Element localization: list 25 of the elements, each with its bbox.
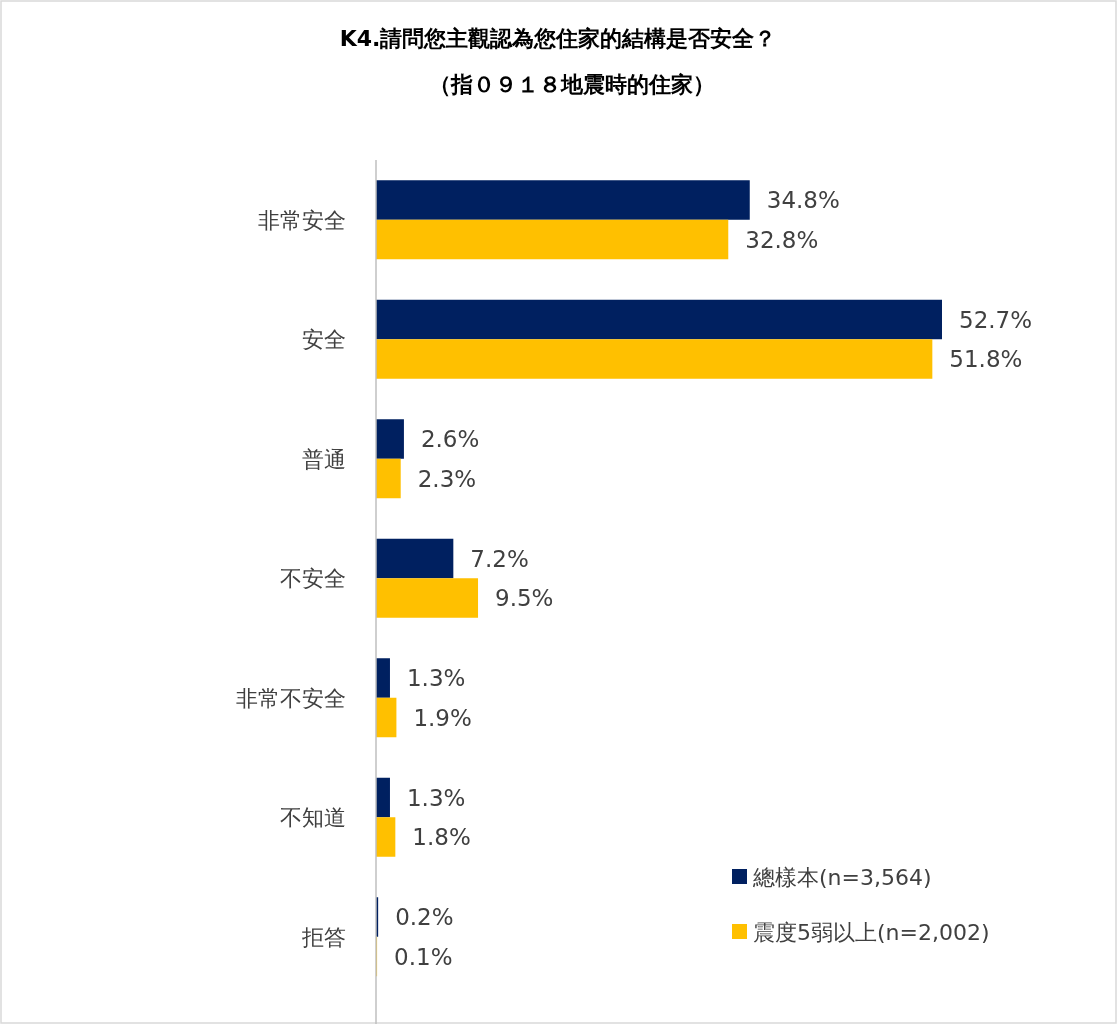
data-label: 1.9%	[413, 704, 472, 731]
data-label: 0.2%	[395, 904, 454, 930]
subtitle: （指０９１８地震時的住家）	[429, 72, 715, 97]
category-label: 非常不安全	[236, 685, 346, 711]
data-label: 9.5%	[495, 585, 554, 611]
data-label: 1.3%	[406, 665, 466, 691]
data-label: 1.3%	[406, 784, 466, 811]
data-label: 2.6%	[420, 426, 480, 452]
category-label: 不知道	[280, 805, 346, 831]
category-label: 不安全	[280, 566, 346, 592]
legend-label: 總樣本(n=3,564)	[752, 865, 932, 890]
category-label: 拒答	[302, 924, 346, 950]
data-label: 32.8%	[745, 226, 819, 253]
data-label: 2.3%	[417, 465, 477, 492]
data-label: 52.7%	[959, 306, 1033, 333]
legend-label: 震度5弱以上(n=2,002)	[753, 920, 990, 945]
category-label: 普通	[302, 446, 346, 472]
category-label: 安全	[302, 327, 346, 353]
data-label: 34.8%	[766, 187, 840, 213]
data-label: 51.8%	[949, 346, 1023, 372]
title: K4.請問您主觀認為您住家的結構是否安全？	[339, 26, 777, 51]
data-label: 7.2%	[470, 545, 529, 572]
data-label: 1.8%	[412, 824, 471, 850]
data-label: 0.1%	[394, 943, 453, 970]
category-label: 非常安全	[258, 207, 346, 233]
